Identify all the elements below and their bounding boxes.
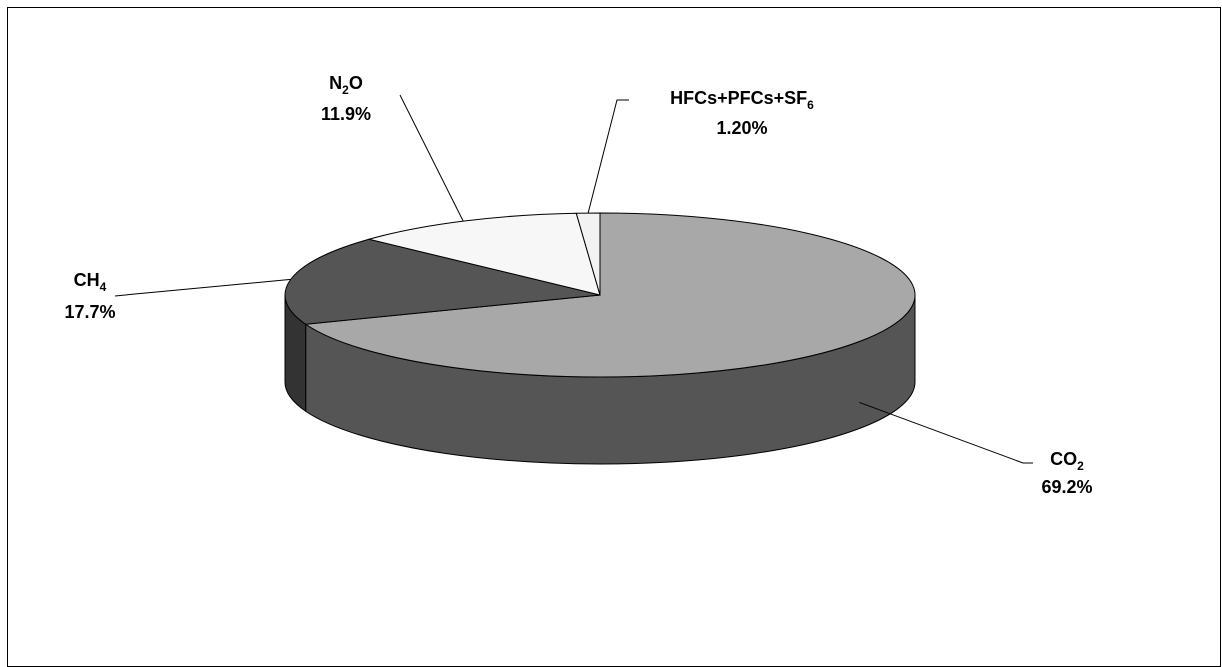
value-ch4: 17.7% [64, 302, 115, 322]
pie-slices [284, 212, 916, 378]
pie-slice-fgases [575, 212, 601, 296]
leader-line-fgases [587, 99, 629, 214]
leader-lines [114, 94, 1033, 464]
pie-slice-co2 [304, 212, 916, 378]
value-n2o: 11.9% [321, 104, 371, 124]
leader-line-n2o [399, 94, 464, 222]
leader-line-ch4 [114, 278, 291, 297]
label-co2: CO2 [1050, 449, 1084, 473]
value-co2: 69.2% [1041, 477, 1092, 497]
label-n2o: N2O [329, 73, 363, 97]
label-ch4: CH4 [74, 270, 107, 294]
value-fgases: 1.20% [716, 118, 767, 138]
label-fgases: HFCs+PFCs+SF6 [670, 88, 814, 112]
pie-slice-n2o [367, 212, 601, 296]
leader-line-co2 [859, 401, 1033, 464]
